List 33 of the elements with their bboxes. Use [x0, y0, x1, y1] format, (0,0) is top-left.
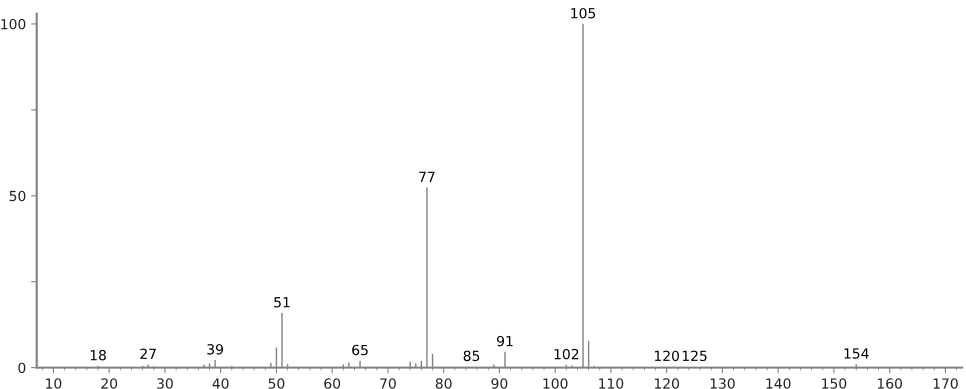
x-tick-label: 90 — [491, 378, 508, 389]
x-tick-label: 120 — [654, 378, 679, 389]
y-tick-label: 100 — [1, 18, 26, 30]
x-tick-label: 150 — [822, 378, 846, 389]
annotation: 154 — [844, 348, 869, 359]
annotation: 102 — [554, 348, 578, 360]
annotation: 39 — [207, 344, 223, 355]
annotation: 65 — [352, 344, 368, 356]
x-tick-label: 70 — [380, 378, 396, 389]
x-tick-label: 130 — [710, 378, 735, 389]
x-tick-label: 80 — [436, 378, 452, 389]
x-tick-label: 10 — [46, 378, 62, 389]
x-tick-label: 160 — [878, 378, 902, 389]
x-tick-label: 110 — [599, 378, 624, 389]
x-tick-label: 60 — [324, 378, 340, 389]
annotation: 105 — [571, 8, 596, 18]
x-tick-label: 40 — [212, 378, 229, 389]
x-tick-label: 50 — [268, 378, 284, 389]
x-tick-label: 100 — [543, 378, 568, 389]
annotation: 51 — [274, 297, 290, 308]
y-tick-label: 50 — [10, 190, 26, 202]
annotation: 91 — [497, 336, 513, 346]
y-tick-label: 0 — [18, 362, 26, 374]
x-tick-label: 20 — [101, 378, 118, 389]
annotation: 27 — [140, 348, 156, 359]
annotation: 120 — [654, 350, 679, 362]
annotation: 125 — [682, 350, 707, 362]
x-tick-label: 140 — [766, 378, 790, 389]
x-tick-label: 30 — [157, 378, 173, 389]
annotation: 85 — [464, 350, 480, 362]
x-tick-label: 170 — [934, 378, 958, 389]
annotation: 18 — [90, 350, 106, 360]
annotation: 77 — [419, 172, 435, 182]
